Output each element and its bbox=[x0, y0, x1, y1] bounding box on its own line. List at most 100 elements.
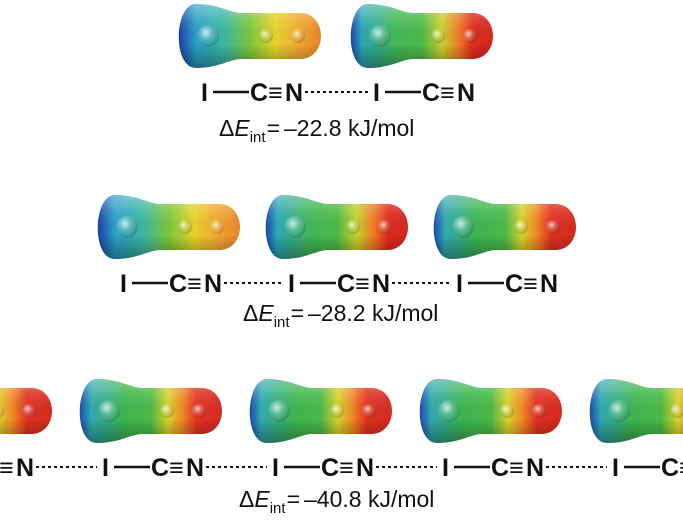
iodine-atom bbox=[98, 400, 120, 422]
energy-value: –22.8 kJ/mol bbox=[284, 115, 414, 141]
carbon-atom bbox=[431, 29, 445, 43]
icn-formula: I C≡N bbox=[272, 454, 374, 482]
energy-subscript: int bbox=[274, 314, 291, 331]
iodine-label: I bbox=[102, 454, 109, 482]
carbon-label: C bbox=[151, 454, 169, 482]
carbon-label: C bbox=[250, 79, 268, 107]
nitrogen-label: N bbox=[356, 454, 374, 482]
delta-symbol: Δ bbox=[243, 300, 258, 326]
iodine-atom bbox=[438, 400, 460, 422]
iodine-label: I bbox=[201, 79, 208, 107]
energy-subscript: int bbox=[250, 129, 267, 146]
nitrogen-label: N bbox=[285, 79, 303, 107]
carbon-atom bbox=[670, 404, 683, 418]
equals-sign: = bbox=[287, 486, 300, 512]
nitrogen-atom bbox=[210, 220, 224, 234]
nitrogen-label: N bbox=[372, 270, 390, 298]
molecule-esp-surface bbox=[433, 195, 576, 259]
triple-bond: ≡ bbox=[268, 79, 283, 107]
nitrogen-atom bbox=[378, 220, 392, 234]
carbon-label: C bbox=[169, 270, 187, 298]
interaction-energy: ΔEint= –40.8 kJ/mol bbox=[239, 486, 434, 517]
delta-symbol: Δ bbox=[239, 486, 254, 512]
iodine-label: I bbox=[612, 454, 619, 482]
energy-subscript: int bbox=[270, 500, 287, 517]
carbon-atom bbox=[178, 220, 192, 234]
nitrogen-atom bbox=[546, 220, 560, 234]
carbon-label: C bbox=[661, 454, 679, 482]
carbon-atom bbox=[0, 404, 4, 418]
energy-symbol: E bbox=[254, 486, 270, 512]
carbon-label: C bbox=[337, 270, 355, 298]
iodine-atom bbox=[116, 216, 138, 238]
triple-bond: ≡ bbox=[169, 454, 184, 482]
energy-value: –40.8 kJ/mol bbox=[304, 486, 434, 512]
nitrogen-atom bbox=[463, 29, 477, 43]
carbon-atom bbox=[346, 220, 360, 234]
nitrogen-atom bbox=[362, 404, 376, 418]
iodine-atom bbox=[284, 216, 306, 238]
nitrogen-atom bbox=[532, 404, 546, 418]
carbon-label: C bbox=[505, 270, 523, 298]
triple-bond: ≡ bbox=[187, 270, 202, 298]
triple-bond: ≡ bbox=[509, 454, 524, 482]
molecule-esp-surface bbox=[0, 388, 52, 434]
nitrogen-label: N bbox=[540, 270, 558, 298]
icn-formula: IC≡N bbox=[0, 454, 34, 482]
iodine-atom bbox=[608, 400, 630, 422]
nitrogen-label: N bbox=[526, 454, 544, 482]
molecule-esp-surface bbox=[97, 195, 240, 259]
triple-bond: ≡ bbox=[440, 79, 455, 107]
iodine-atom bbox=[452, 216, 474, 238]
icn-formula: I C≡N bbox=[102, 454, 204, 482]
nitrogen-label: N bbox=[186, 454, 204, 482]
nitrogen-atom bbox=[291, 29, 305, 43]
iodine-label: I bbox=[442, 454, 449, 482]
iodine-atom bbox=[268, 400, 290, 422]
triple-bond: ≡ bbox=[339, 454, 354, 482]
molecule-esp-surface bbox=[350, 4, 493, 68]
iodine-atom bbox=[369, 25, 391, 47]
molecule-esp-surface bbox=[265, 195, 408, 259]
molecule-esp-surface bbox=[419, 379, 562, 443]
equals-sign: = bbox=[291, 300, 304, 326]
iodine-label: I bbox=[373, 79, 380, 107]
carbon-atom bbox=[330, 404, 344, 418]
delta-symbol: Δ bbox=[219, 115, 234, 141]
interaction-energy: ΔEint= –28.2 kJ/mol bbox=[243, 300, 438, 331]
nitrogen-atom bbox=[192, 404, 206, 418]
nitrogen-label: N bbox=[457, 79, 475, 107]
iodine-label: I bbox=[272, 454, 279, 482]
molecule-esp-surface bbox=[589, 379, 683, 443]
carbon-atom bbox=[259, 29, 273, 43]
nitrogen-atom bbox=[22, 404, 36, 418]
energy-symbol: E bbox=[258, 300, 274, 326]
carbon-atom bbox=[514, 220, 528, 234]
energy-value: –28.2 kJ/mol bbox=[308, 300, 438, 326]
interaction-energy: ΔEint= –22.8 kJ/mol bbox=[219, 115, 414, 146]
equals-sign: = bbox=[267, 115, 280, 141]
carbon-label: C bbox=[321, 454, 339, 482]
carbon-atom bbox=[160, 404, 174, 418]
triple-bond: ≡ bbox=[0, 454, 14, 482]
triple-bond: ≡ bbox=[523, 270, 538, 298]
iodine-label: I bbox=[120, 270, 127, 298]
triple-bond: ≡ bbox=[355, 270, 370, 298]
icn-formula: I C≡N bbox=[373, 79, 475, 107]
iodine-atom bbox=[197, 25, 219, 47]
icn-formula: I C≡N bbox=[456, 270, 558, 298]
molecule-esp-surface bbox=[249, 379, 392, 443]
nitrogen-label: N bbox=[16, 454, 34, 482]
iodine-label: I bbox=[288, 270, 295, 298]
icn-formula: I C≡N bbox=[288, 270, 390, 298]
carbon-label: C bbox=[422, 79, 440, 107]
iodine-label: I bbox=[456, 270, 463, 298]
icn-formula: IC≡N bbox=[612, 454, 683, 482]
icn-formula: I C≡N bbox=[201, 79, 303, 107]
